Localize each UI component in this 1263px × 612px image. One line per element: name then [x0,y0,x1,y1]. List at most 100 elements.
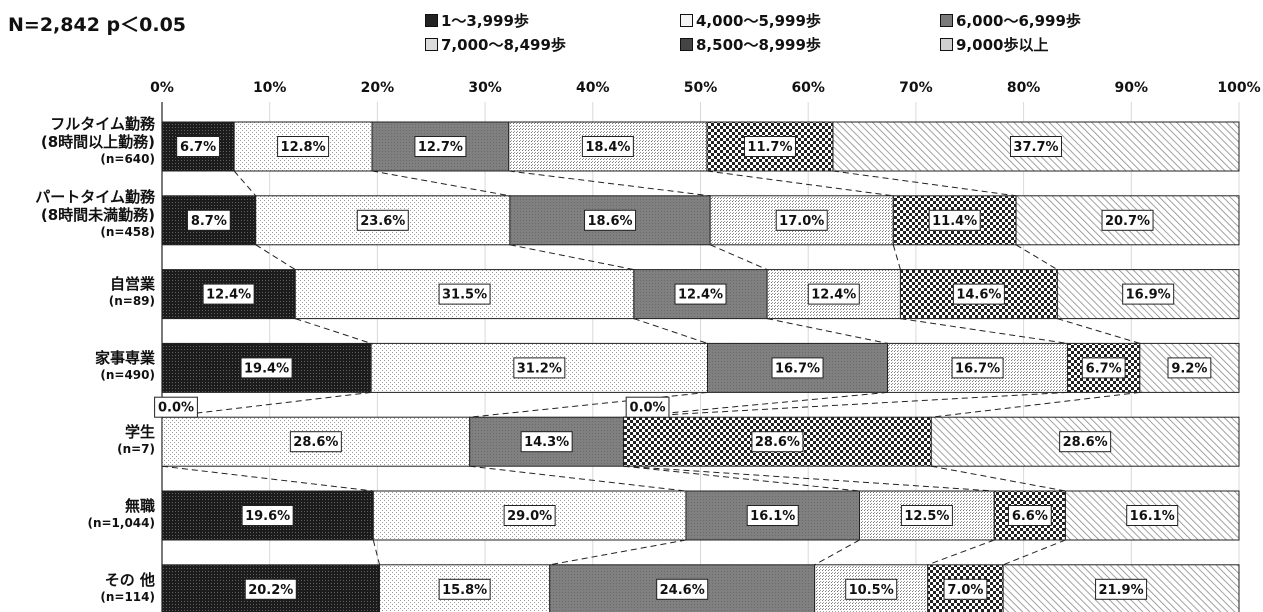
bar-segment [1067,342,1141,393]
data-label-box [1126,505,1179,526]
x-tick-label: 10% [253,80,287,96]
data-label: 11.4% [928,209,981,231]
data-label-text: 15.8% [442,583,487,598]
data-label-box [520,431,573,453]
data-label-box [775,209,828,231]
data-label-text: 10.5% [849,583,894,598]
legend-swatch-6 [940,38,953,51]
data-label-text: 6.6% [1012,509,1048,524]
x-tick-label: 40% [576,80,610,96]
legend-item-1: 1～3,999歩 [425,10,529,31]
category-name: パートタイム勤務 [35,188,155,206]
data-label-text: 16.1% [1130,509,1175,524]
x-tick-label: 70% [899,80,933,96]
data-label-box [240,357,293,379]
data-label: 16.9% [1122,283,1175,305]
data-label: 7.0% [943,578,988,600]
x-tick-label: 60% [791,80,825,96]
category-n: (n=7) [117,442,155,456]
data-label-box [414,136,467,157]
connector-line [509,244,634,271]
data-label-text: 6.7% [1086,361,1122,376]
data-label-box [625,396,670,418]
data-label-text: 16.1% [750,509,795,524]
data-label-text: 12.4% [678,288,723,303]
data-label-text: 28.6% [755,435,800,450]
connector-line [161,465,374,492]
data-label-text: 0.0% [158,401,194,416]
legend-swatch-1 [425,14,438,27]
data-label-box [746,505,799,526]
data-label: 0.0% [625,396,670,418]
data-label: 18.4% [581,136,634,157]
data-label-text: 7.0% [947,583,983,598]
x-tick-label: 20% [361,80,395,96]
data-label-box [1101,209,1154,231]
category-n: (n=1,044) [87,516,155,530]
data-label: 19.6% [241,505,294,526]
x-tick-label: 100% [1217,80,1260,96]
data-label-text: 29.0% [507,509,552,524]
connector-line [832,170,1017,197]
legend-label-4: 7,000～8,499歩 [441,36,566,54]
data-label: 8.7% [186,209,231,231]
data-label-text: 0.0% [630,401,666,416]
data-label-text: 31.5% [442,288,487,303]
data-label: 23.6% [356,209,409,231]
connector-line [549,539,687,566]
connector-line [295,318,372,344]
data-label: 12.4% [202,283,255,305]
data-label: 28.6% [1059,431,1112,453]
data-label-text: 28.6% [293,435,338,450]
data-label-box [943,578,988,600]
data-label-box [244,578,297,600]
category-name: 自営業 [109,275,155,293]
category-label-selfemployed: 自営業 (n=89) [109,275,155,309]
data-label-text: 16.7% [775,361,820,376]
data-label-text: 6.7% [180,140,216,155]
connector-line [623,391,1068,418]
data-label-box [277,136,330,157]
category-n: (n=114) [100,590,155,604]
data-label-box [584,209,637,231]
data-label-box [674,283,727,305]
connector-line [1002,539,1066,566]
connector-line [892,244,901,270]
data-label-text: 11.4% [932,214,977,229]
data-label-box [503,505,556,526]
data-label-box [952,283,1005,305]
data-label-box [928,209,981,231]
data-label-box [845,578,898,600]
connector-line [706,170,894,197]
data-label-box [438,578,491,600]
data-label-box [743,136,796,157]
connector-line [255,244,296,271]
data-label-box [438,283,491,305]
legend-label-1: 1～3,999歩 [441,12,529,30]
data-label-box [656,578,709,600]
connector-line [931,465,1066,492]
data-label: 16.7% [951,357,1004,379]
data-label: 20.7% [1101,209,1154,231]
data-label-text: 37.7% [1013,140,1058,155]
data-label-box [807,283,860,305]
data-label: 9.2% [1167,357,1212,379]
data-labels: 6.7% 12.8% 12.7% 18.4% 11.7% 37.7% 8.7% 23.6% 18… [154,136,1212,600]
data-label-box [186,209,231,231]
data-label: 12.8% [277,136,330,157]
legend-item-5: 8,500～8,999歩 [680,34,821,55]
data-label-text: 16.9% [1126,288,1171,303]
data-label-box [154,396,198,418]
sample-note: N=2,842 p＜0.05 [8,14,187,36]
data-label-text: 19.4% [244,361,289,376]
data-label-box [1167,357,1212,379]
data-label-text: 24.6% [660,583,705,598]
data-label-text: 12.7% [418,140,463,155]
data-label: 31.5% [438,283,491,305]
data-label: 16.7% [771,357,824,379]
data-label: 11.7% [743,136,796,157]
data-label: 16.1% [746,505,799,526]
connector-line [709,244,768,271]
category-n: (n=89) [108,294,155,308]
x-tick-label: 80% [1007,80,1041,96]
